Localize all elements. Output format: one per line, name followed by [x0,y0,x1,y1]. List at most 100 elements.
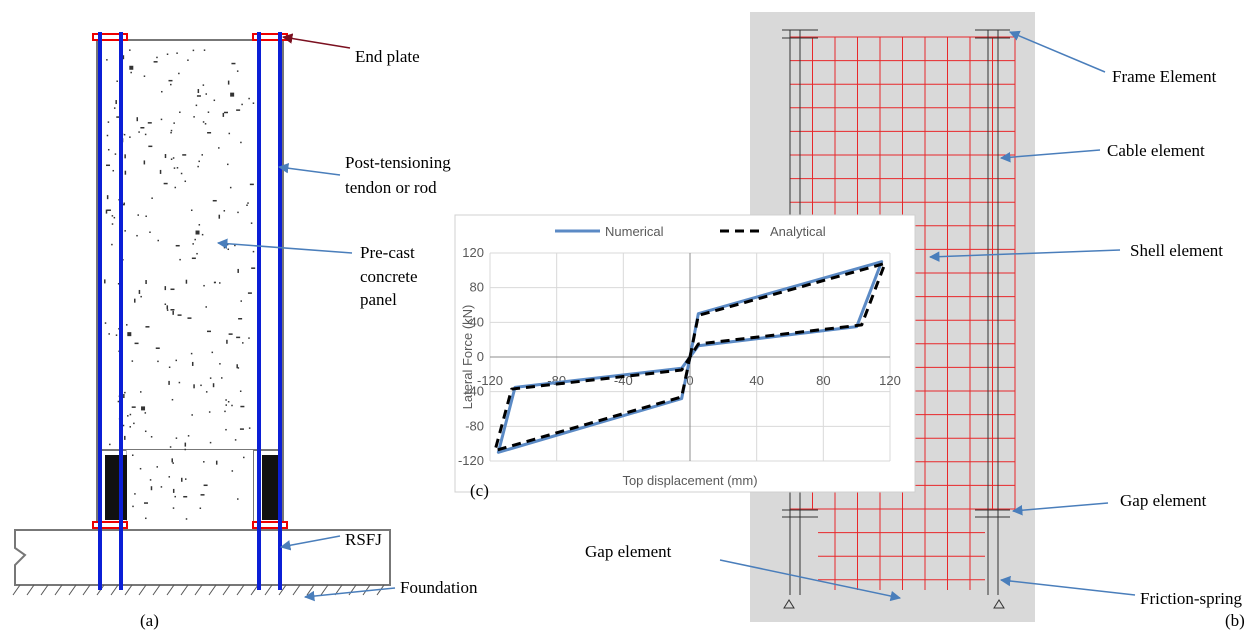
speckle [165,286,167,290]
label: concrete [360,267,418,286]
speckle [240,406,244,408]
hatch [265,585,272,595]
speckle [197,166,199,168]
speckle [114,107,116,109]
speckle [214,100,216,102]
speckle [251,267,255,269]
speckle [223,113,225,117]
speckle [224,210,226,212]
speckle [173,489,175,493]
speckle [181,173,183,175]
hatch [209,585,216,595]
label: RSFJ [345,530,382,549]
speckle [134,493,136,495]
speckle [124,392,126,394]
speckle [185,443,187,447]
label: panel [360,290,397,309]
speckle [129,49,131,51]
speckle [123,203,125,205]
speckle [179,259,181,261]
speckle [167,53,169,55]
label: Shell element [1130,241,1223,260]
speckle [140,296,142,298]
speckle [132,360,134,362]
speckle [193,384,195,388]
chart-frame [455,215,915,492]
speckle [206,391,208,393]
speckle [154,61,158,63]
speckle [201,154,203,156]
speckle [237,269,239,273]
speckle [191,210,193,212]
speckle [236,364,238,368]
speckle [123,394,125,398]
speckle [144,160,146,164]
speckle [207,132,211,134]
hatch [167,585,174,595]
speckle [130,72,132,74]
speckle [169,476,171,478]
x-tick-label: 80 [816,373,830,388]
speckle [124,230,126,232]
hatch [27,585,34,595]
speckle [200,507,202,509]
speckle [187,317,191,319]
hatch [13,585,20,595]
speckle [203,285,205,287]
speckle [173,507,175,509]
speckle [182,154,186,156]
speckle [173,157,175,159]
speckle [169,367,171,369]
speckle [173,122,175,124]
speckle [253,102,255,104]
arrow [283,37,350,48]
label: Cable element [1107,141,1205,160]
speckle [185,181,187,183]
speckle [150,479,152,481]
speckle [170,446,172,448]
speckle [138,131,140,133]
speckle [237,212,239,214]
hatch [321,585,328,595]
speckle [197,95,201,97]
speckle [151,436,153,438]
speckle [139,290,141,294]
speckle [145,412,147,414]
speckle [181,478,183,482]
y-tick-label: 120 [462,245,484,260]
hatch [181,585,188,595]
speckle [105,322,107,324]
speckle [192,362,194,366]
speckle [132,506,134,508]
speckle [164,183,168,185]
speckle [149,231,151,233]
speckle [209,411,211,413]
speckle [226,340,228,344]
y-axis-label: Lateral Force (kN) [460,305,475,410]
speckle [196,105,198,107]
speckle [132,406,136,408]
speckle [191,353,193,355]
speckle [145,326,149,328]
speckle [235,439,237,441]
speckle [249,427,251,429]
speckle [196,231,200,235]
speckle [248,292,252,294]
speckle [111,244,113,246]
label: Gap element [1120,491,1207,510]
speckle [135,343,139,345]
speckle [109,444,111,446]
speckle [221,377,223,379]
speckle [145,134,147,136]
speckle [198,89,200,93]
arrow [305,588,395,597]
hatch [111,585,118,595]
speckle [161,119,163,121]
speckle [186,518,188,520]
speckle [179,382,181,384]
label: Foundation [400,578,478,597]
speckle [106,165,110,167]
speckle [106,59,108,61]
label: tendon or rod [345,178,437,197]
speckle [172,399,174,401]
